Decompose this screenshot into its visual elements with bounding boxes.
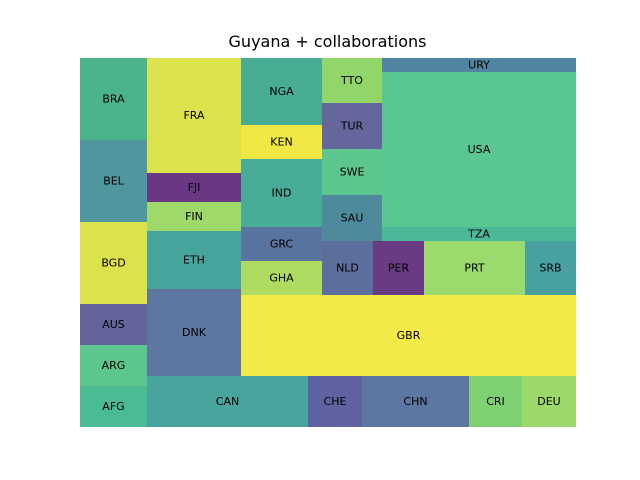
treemap-cell-tur [322,103,382,149]
treemap-label-arg: ARG [102,359,126,372]
treemap-cell-fra [147,58,241,173]
treemap-label-deu: DEU [537,395,560,408]
treemap-cell-cri [469,376,522,427]
treemap-cell-grc [241,227,322,261]
treemap-cell-bra [80,58,147,140]
treemap-cell-che [308,376,362,427]
treemap-label-swe: SWE [340,166,365,179]
treemap-cell-per [373,241,424,295]
treemap-cell-eth [147,231,241,289]
treemap-cell-fin [147,202,241,231]
treemap-label-fin: FIN [185,210,203,223]
treemap-label-ken: KEN [270,136,292,149]
treemap-cell-nld [322,241,373,295]
treemap-label-eth: ETH [183,254,205,267]
treemap-label-prt: PRT [464,262,484,275]
treemap-cell-fji [147,173,241,202]
treemap-cell-can [147,376,308,427]
treemap-label-cri: CRI [486,395,505,408]
treemap-label-gbr: GBR [397,329,421,342]
treemap-label-bra: BRA [102,93,125,106]
chart-title: Guyana + collaborations [228,32,427,51]
treemap-cell-srb [525,241,576,295]
treemap-cell-aus [80,304,147,345]
treemap-label-can: CAN [216,395,239,408]
treemap-label-tur: TUR [340,120,364,133]
treemap-label-fra: FRA [183,109,205,122]
treemap-cell-tto [322,58,382,103]
treemap-label-fji: FJI [188,181,201,194]
treemap-label-sau: SAU [341,212,364,225]
treemap-cell-arg [80,345,147,386]
treemap-label-dnk: DNK [182,326,207,339]
treemap-label-grc: GRC [270,238,294,251]
treemap-cell-ury [382,58,576,72]
treemap-cell-sau [322,195,382,241]
treemap-cell-deu [522,376,576,427]
treemap-label-gha: GHA [269,272,294,285]
treemap-cell-prt [424,241,525,295]
treemap-cell-usa [382,72,576,227]
treemap-label-che: CHE [324,395,347,408]
treemap-cell-swe [322,149,382,195]
treemap-label-bgd: BGD [101,257,125,270]
treemap-cell-bgd [80,222,147,304]
treemap-cell-afg [80,386,147,427]
treemap-label-bel: BEL [103,175,124,188]
treemap-cell-gbr [241,295,576,376]
treemap-label-tto: TTO [340,74,363,87]
treemap-cell-dnk [147,289,241,376]
treemap-label-tza: TZA [467,228,490,241]
treemap-cell-ind [241,159,322,227]
treemap-cell-chn [362,376,469,427]
treemap-cell-nga [241,58,322,125]
treemap-cell-gha [241,261,322,295]
treemap-label-nga: NGA [269,85,294,98]
treemap-label-nld: NLD [336,262,359,275]
treemap-cell-tza [382,227,576,241]
treemap-cell-ken [241,125,322,159]
treemap-label-per: PER [388,262,410,275]
treemap-label-usa: USA [468,143,491,156]
treemap-label-ury: URY [468,59,490,72]
treemap-cell-bel [80,140,147,222]
treemap-label-chn: CHN [403,395,427,408]
treemap-label-aus: AUS [102,318,125,331]
treemap-label-afg: AFG [102,400,124,413]
treemap-label-ind: IND [272,187,292,200]
treemap-label-srb: SRB [539,262,561,275]
